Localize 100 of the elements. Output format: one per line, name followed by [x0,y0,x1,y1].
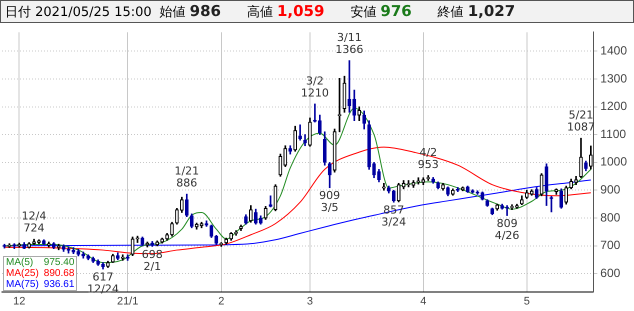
candlestick [22,242,26,250]
candlestick [101,262,105,270]
x-tick-label: 2 [218,295,224,308]
candlestick [392,190,396,203]
candlestick [268,195,272,208]
candlestick [436,182,440,190]
candlestick [377,169,381,182]
candlestick [81,252,86,258]
candlestick [480,192,484,200]
candlestick [318,114,322,135]
candlestick [579,138,583,178]
candlestick [91,256,95,263]
y-tick-label: 1400 [600,43,628,58]
candlestick [278,154,282,177]
annotation: 12/4 724 [22,210,46,235]
candlestick [160,238,164,244]
candlestick [490,208,494,216]
candlestick [460,186,465,192]
annotation: 975.40 [44,256,74,268]
candlestick [584,160,588,172]
candlestick [37,239,41,244]
candlestick [332,128,336,172]
candlestick [367,120,371,170]
candlestick [559,188,564,209]
candlestick [264,206,268,220]
candlestick [293,126,298,152]
annotation: 909 3/5 [319,189,340,214]
candlestick [500,204,504,210]
candlestick [175,208,179,225]
x-tick-label: 12 [13,295,26,308]
candlestick [338,78,342,132]
candlestick [554,188,558,195]
text: 始値 986 [160,2,221,20]
candlestick [303,134,307,146]
text: 終値 1,027 [438,2,516,20]
candlestick [130,236,134,256]
candlestick [136,236,140,243]
annotation: 809 4/26 [494,216,520,242]
x-tick-label: 3 [306,295,314,308]
candlestick [120,254,125,261]
candlestick [62,244,66,252]
text: 高値 1,059 [246,2,324,20]
candlestick [194,222,198,230]
candlestick [140,236,144,246]
y-tick-label: 1000 [600,154,628,169]
candlestick [412,180,416,188]
y-tick-label: 700 [600,238,621,252]
x-tick-label: 21/1 [116,295,138,308]
candlestick [505,205,509,216]
candlestick [170,222,174,236]
candlestick [204,220,208,227]
candlestick [165,233,169,241]
y-tick-label: 1300 [600,71,628,86]
candlestick [274,184,278,212]
candlestick [386,186,391,194]
candlestick [352,90,356,122]
candlestick [470,189,474,194]
series-label: MA(5) [6,256,34,268]
candlestick [534,187,538,199]
candlestick [357,106,362,122]
candlestick [322,131,327,166]
candlestick [589,146,593,170]
y-tick-label: 1200 [600,99,628,114]
candlestick [510,204,514,210]
candlestick [421,177,426,186]
candlestick [476,190,480,195]
candlestick [106,260,110,268]
candlestick [239,224,243,231]
candlestick [446,186,450,196]
candlestick [126,254,130,261]
y-tick-label: 800 [600,210,621,224]
candlestick [486,199,490,207]
candlestick [328,162,332,188]
y-tick-label: 600 [600,266,621,280]
candlestick [155,240,160,246]
annotation: 3/2 1210 [300,74,329,100]
candlestick [515,204,519,209]
annotation: 890.68 [44,268,74,279]
candlestick [229,232,233,241]
candlestick [372,162,376,178]
candlestick [210,224,214,238]
candlestick [66,246,70,254]
candlestick [382,182,386,191]
candlestick [298,124,302,140]
text: MA(75) [6,278,39,290]
y-tick-label: 1100 [600,126,626,141]
candlestick [426,175,430,181]
annotation: 3/11 1366 [335,30,364,56]
candlestick [72,247,76,254]
candlestick [406,180,410,188]
candlestick [441,182,445,191]
y-tick-label: 900 [600,182,621,197]
candlestick [544,163,548,206]
candlestick [42,239,46,245]
x-tick-label: 4 [420,295,426,308]
candlestick [234,230,238,236]
candlestick [288,145,292,154]
candlestick [574,176,578,186]
candlestick [219,242,224,247]
candlestick [284,145,288,167]
